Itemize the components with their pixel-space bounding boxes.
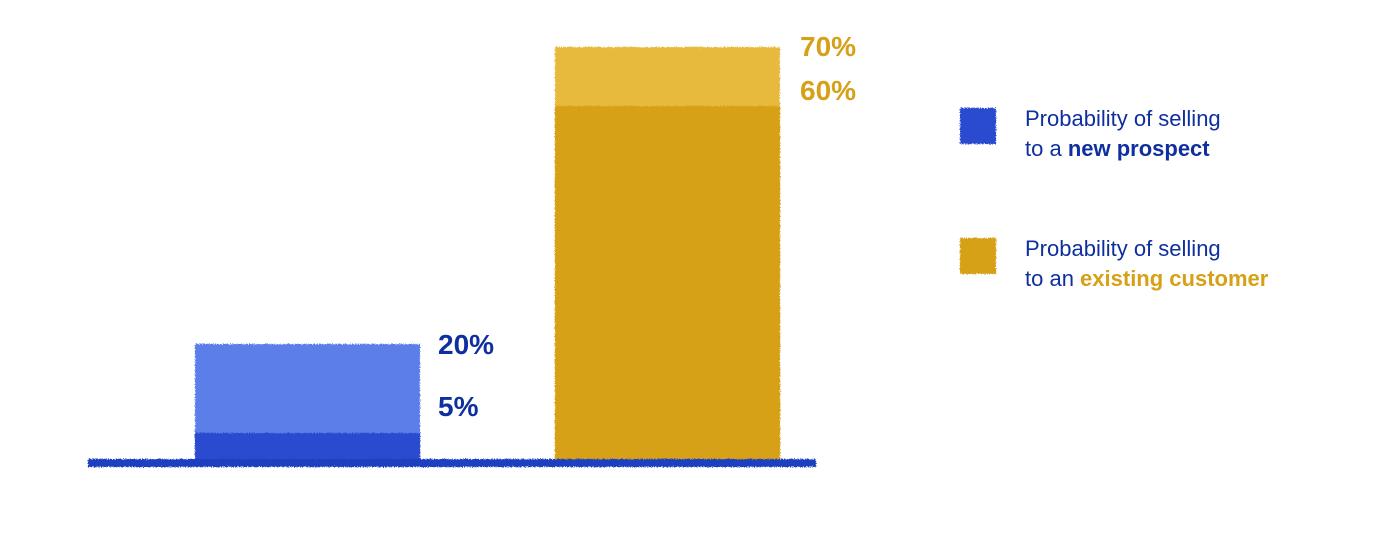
legend-swatch-new-prospect bbox=[960, 108, 996, 144]
bar-existing-customer-high-label: 70% bbox=[800, 31, 856, 63]
bar-new-prospect-low-label: 5% bbox=[438, 391, 478, 423]
legend-label-existing-customer: Probability of selling to an existing cu… bbox=[1025, 234, 1268, 294]
bar-existing-customer-low-label: 60% bbox=[800, 75, 856, 107]
legend-line2-prefix: to an bbox=[1025, 266, 1080, 291]
x-axis bbox=[88, 459, 816, 467]
legend-label-new-prospect: Probability of selling to a new prospect bbox=[1025, 104, 1221, 164]
bar-existing-customer-lower bbox=[555, 106, 780, 463]
legend-swatch-existing-customer bbox=[960, 238, 996, 274]
bar-new-prospect-high-label: 20% bbox=[438, 329, 494, 361]
chart-stage: 20% 5% 70% 60% Probability of selling to… bbox=[0, 0, 1400, 538]
legend-line1: Probability of selling bbox=[1025, 106, 1221, 131]
legend-line2-bold: existing customer bbox=[1080, 266, 1268, 291]
legend-line2-bold: new prospect bbox=[1068, 136, 1210, 161]
legend-line2-prefix: to a bbox=[1025, 136, 1068, 161]
legend-line1: Probability of selling bbox=[1025, 236, 1221, 261]
